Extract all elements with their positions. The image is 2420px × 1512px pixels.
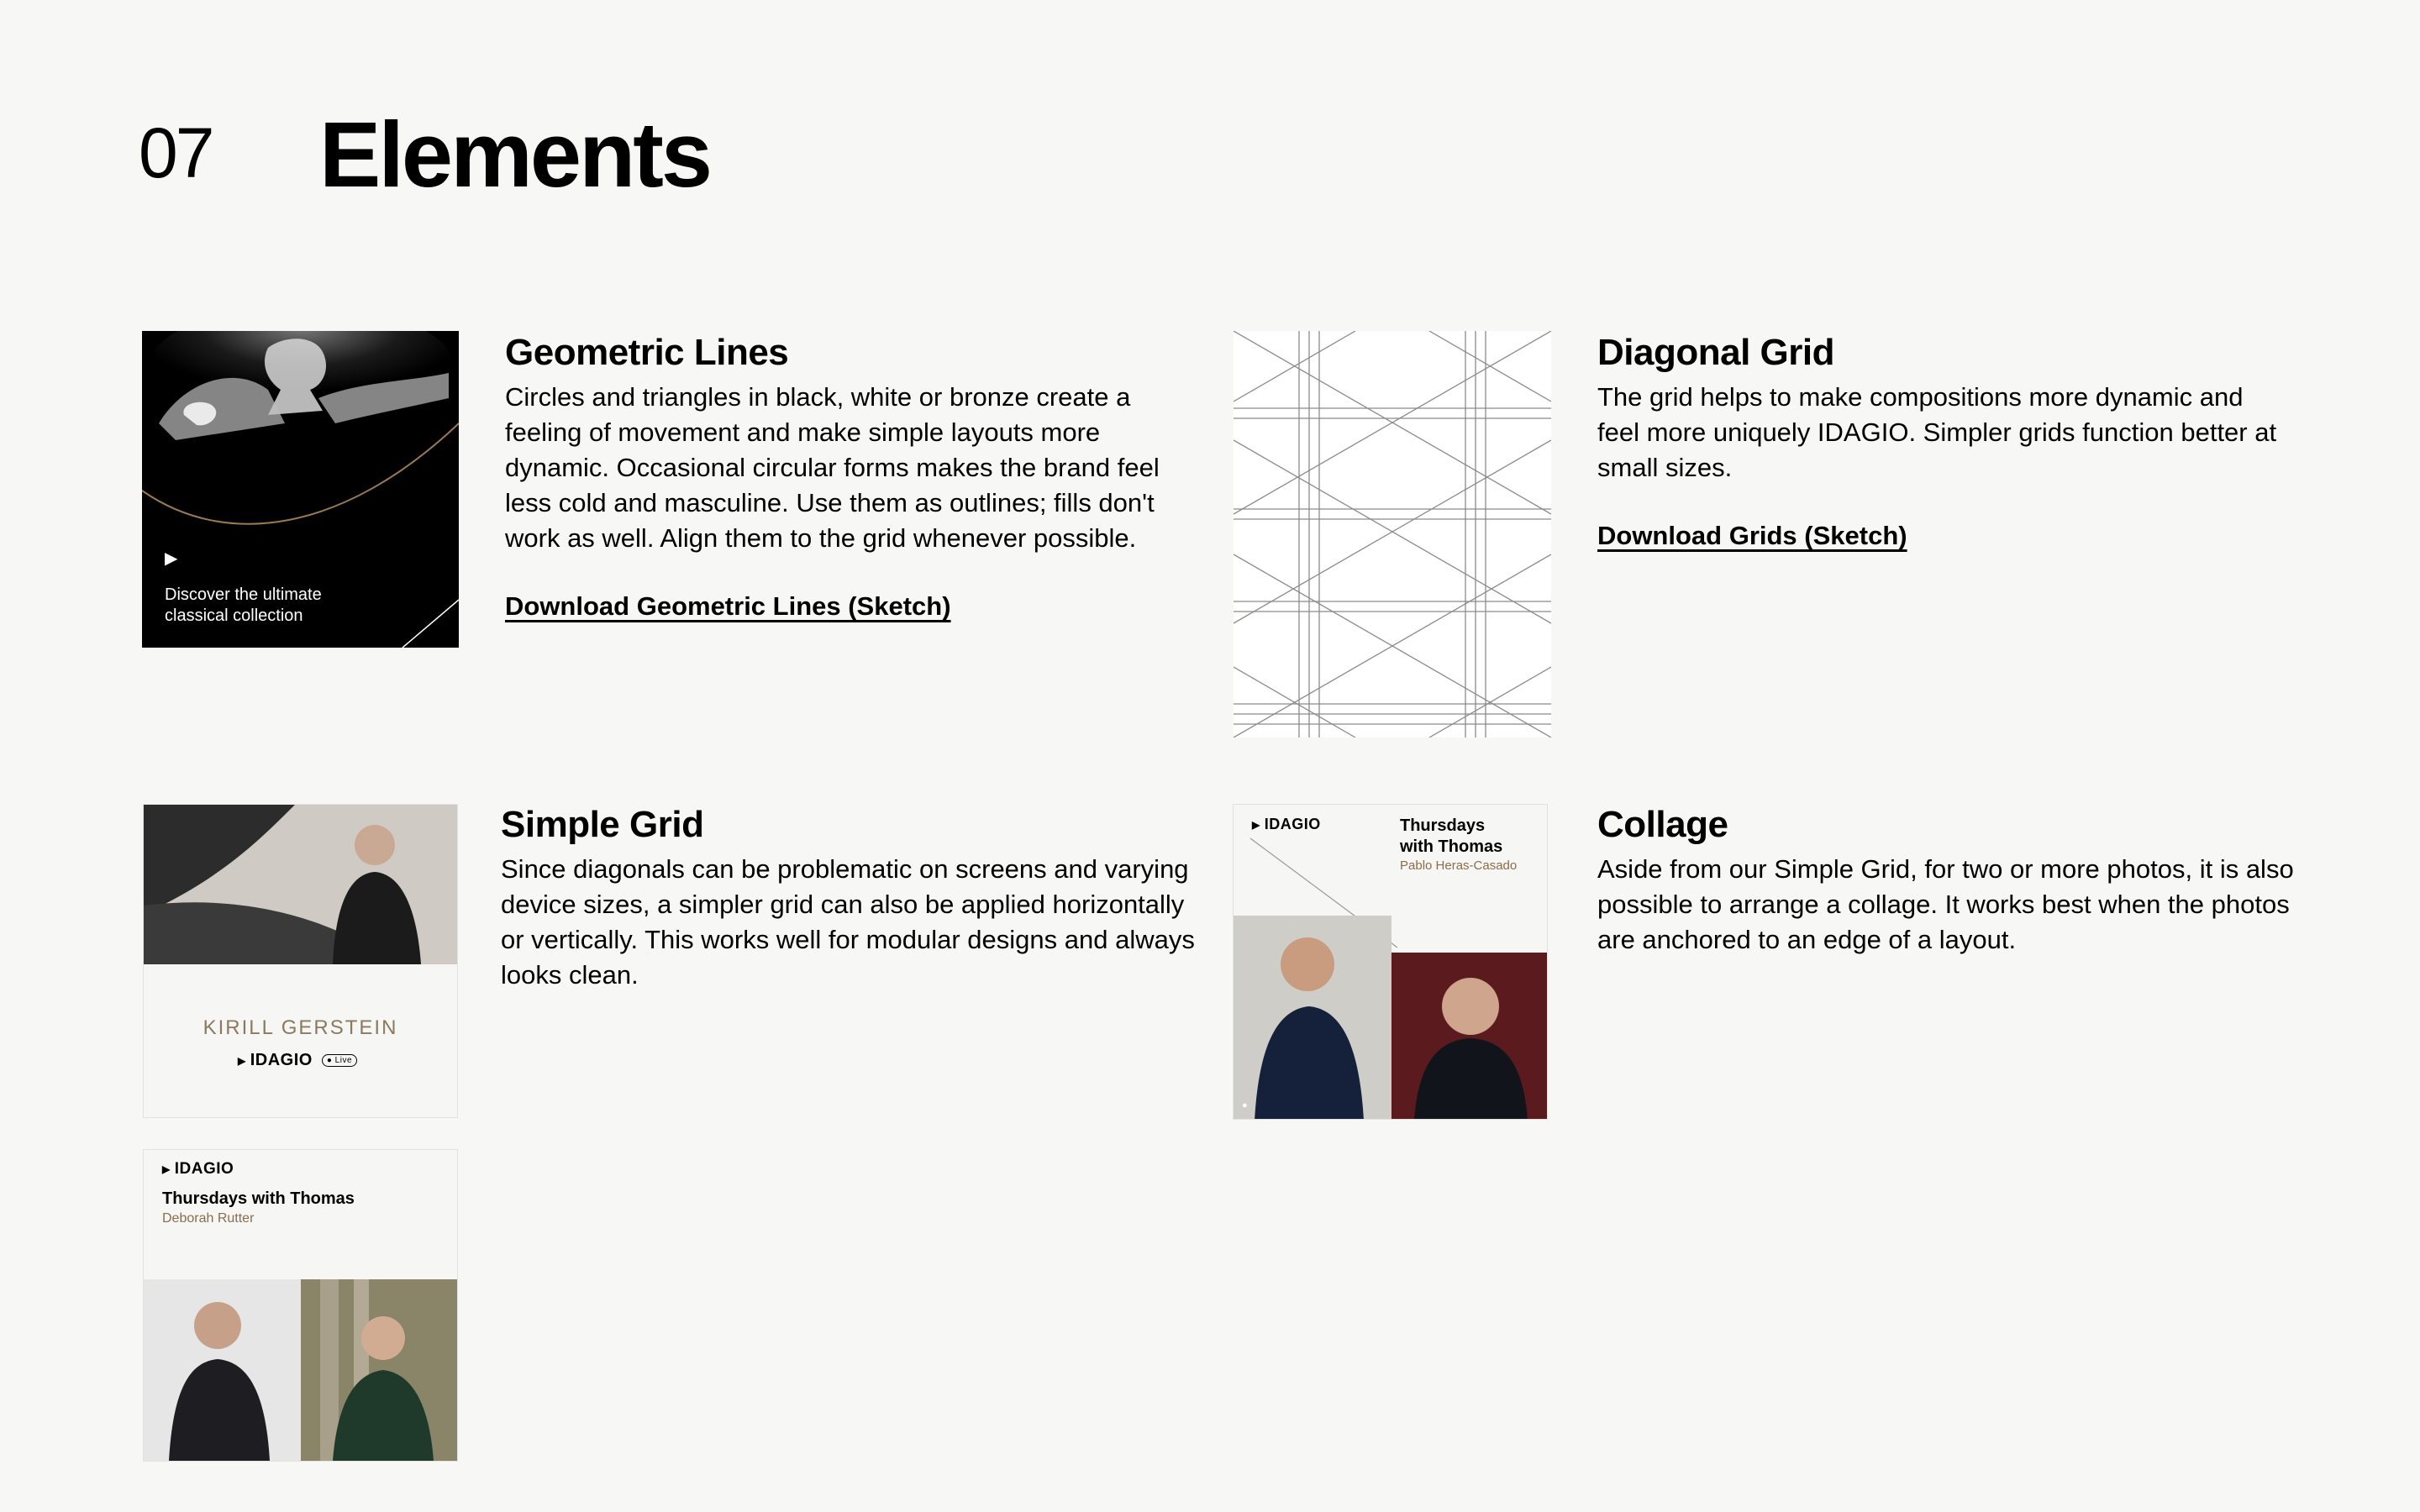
tile-title: Thursdays with Thomas [1400, 816, 1502, 858]
collage-card: Collage Aside from our Simple Grid, for … [1597, 806, 2295, 958]
geometric-lines-artwork [142, 331, 459, 648]
artist-name: KIRILL GERSTEIN [203, 1016, 398, 1039]
simple-grid-tile-rutter: ▶ IDAGIO Thursdays with Thomas Deborah R… [143, 1149, 458, 1462]
tile-caption-line2: classical collection [165, 606, 303, 625]
tile-subtitle: Pablo Heras-Casado [1400, 858, 1518, 873]
diagonal-grid-card: Diagonal Grid The grid helps to make com… [1597, 334, 2286, 551]
play-logo-icon: ▶ [1252, 818, 1260, 831]
tile-title: Thursdays with Thomas [162, 1189, 355, 1208]
tile-caption-line1: Discover the ultimate [165, 585, 322, 604]
simple-grid-title: Simple Grid [501, 804, 704, 845]
geometric-lines-body: Circles and triangles in black, white or… [505, 382, 1160, 553]
idagio-logo: ▶ IDAGIO [1252, 816, 1321, 833]
diagonal-grid-tile [1234, 331, 1551, 738]
idagio-logo-text: IDAGIO [1264, 816, 1321, 832]
user-icon: ● [1242, 1100, 1248, 1110]
geometric-lines-tile: ▶ Discover the ultimate classical collec… [142, 331, 459, 648]
geometric-lines-card: Geometric Lines Circles and triangles in… [505, 334, 1186, 622]
section-number: 07 [139, 113, 214, 192]
section-title: Elements [319, 103, 713, 207]
idagio-logo: ▶ IDAGIO [162, 1160, 234, 1179]
geometric-lines-title: Geometric Lines [505, 332, 789, 373]
idagio-logo-text: IDAGIO [250, 1051, 313, 1069]
diagonal-grid-title: Diagonal Grid [1597, 332, 1834, 373]
live-badge: ● Live [321, 1054, 358, 1067]
tile-caption: Discover the ultimate classical collecti… [165, 585, 322, 627]
duo-photo [144, 1279, 457, 1461]
collage-tile: ▶ IDAGIO Thursdays with Thomas Pablo Her… [1233, 804, 1548, 1120]
tile-title-line1: Thursdays [1400, 816, 1486, 835]
play-logo-icon: ▶ [238, 1054, 246, 1067]
simple-grid-tile-gerstein: KIRILL GERSTEIN ▶ IDAGIO ● Live [143, 804, 458, 1118]
diagonal-grid-artwork [1234, 331, 1551, 738]
simple-grid-card: Simple Grid Since diagonals can be probl… [501, 806, 1198, 993]
idagio-logo: ▶ IDAGIO ● Live [238, 1051, 358, 1070]
idagio-logo-text: IDAGIO [174, 1160, 234, 1178]
play-logo-icon: ▶ [162, 1163, 171, 1175]
diagonal-grid-body: The grid helps to make compositions more… [1597, 382, 2277, 482]
simple-grid-body: Since diagonals can be problematic on sc… [501, 854, 1195, 990]
tile-title-line2: with Thomas [1400, 837, 1503, 856]
tile-subtitle: Deborah Rutter [162, 1211, 255, 1226]
collage-title: Collage [1597, 804, 1728, 845]
download-grids-link[interactable]: Download Grids (Sketch) [1597, 521, 1907, 550]
pianist-photo [144, 805, 457, 964]
download-geometric-lines-link[interactable]: Download Geometric Lines (Sketch) [505, 591, 951, 621]
play-logo-icon: ▶ [165, 549, 178, 568]
collage-artwork [1234, 837, 1547, 1119]
collage-body: Aside from our Simple Grid, for two or m… [1597, 854, 2294, 954]
